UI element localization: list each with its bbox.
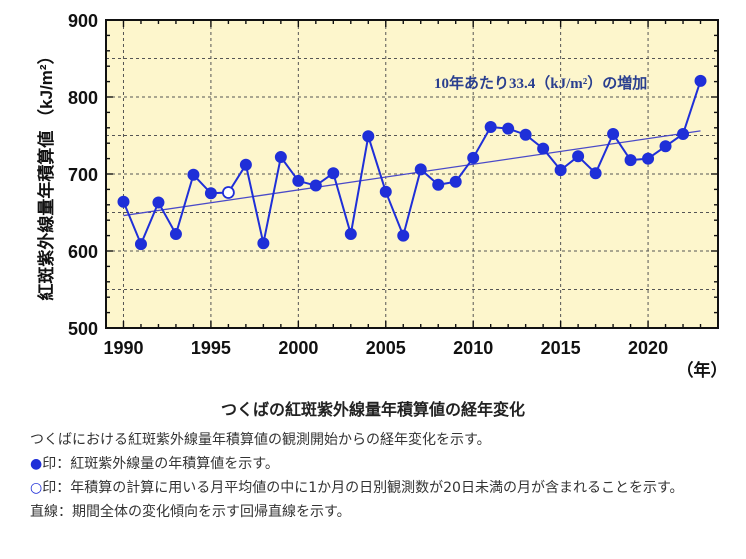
- data-point: [169, 228, 182, 241]
- data-point: [134, 238, 147, 251]
- data-point: [502, 122, 515, 135]
- data-point: [449, 175, 462, 188]
- data-point: [309, 179, 322, 192]
- data-point: [204, 187, 217, 200]
- x-tick-label: 2020: [628, 338, 668, 358]
- trend-line: [123, 130, 701, 217]
- y-tick-label: 900: [68, 11, 98, 31]
- data-point: [379, 185, 392, 198]
- data-point: [432, 178, 445, 191]
- x-tick-label: 2000: [278, 338, 318, 358]
- note-line-3-text: 印：年積算の計算に用いる月平均値の中に1か月の日別観測数が20日未満の月が含まれ…: [42, 480, 684, 496]
- data-point: [572, 150, 585, 163]
- data-point: [362, 130, 375, 143]
- x-tick-label: 2015: [541, 338, 581, 358]
- markers: [117, 74, 707, 251]
- note-line-3: ○印：年積算の計算に用いる月平均値の中に1か月の日別観測数が20日未満の月が含ま…: [30, 476, 742, 500]
- filled-marker-symbol: ●: [30, 456, 43, 472]
- grid: [106, 20, 718, 328]
- data-point: [519, 128, 532, 141]
- chart: 1990 1995 2000 2005 2010 2015 2020 500 600 700 800…: [36, 11, 728, 380]
- data-point: [694, 74, 707, 87]
- y-axis-label: 紅斑紫外線量年積算値 （kJ/m²）: [36, 47, 56, 300]
- data-point: [659, 140, 672, 153]
- data-point: [257, 237, 270, 250]
- data-point: [292, 174, 305, 187]
- data-point: [327, 167, 340, 180]
- x-tick-label: 2010: [453, 338, 493, 358]
- series-line: [122, 80, 702, 247]
- data-point: [484, 121, 497, 134]
- data-point: [607, 127, 620, 140]
- data-point: [537, 142, 550, 155]
- data-point: [239, 158, 252, 171]
- data-point: [344, 228, 357, 241]
- data-point: [677, 127, 690, 140]
- open-marker-symbol: ○: [30, 480, 43, 496]
- data-point: [274, 151, 287, 164]
- x-tick-label: 1995: [191, 338, 231, 358]
- data-point: [397, 229, 410, 242]
- y-tick-label: 700: [68, 165, 98, 185]
- y-tick-label: 800: [68, 88, 98, 108]
- data-point: [642, 152, 655, 165]
- data-point: [554, 164, 567, 177]
- trend-annotation: 10年あたり33.4（kJ/m²）の増加: [434, 74, 647, 92]
- data-point: [624, 154, 637, 167]
- axes: 1990 1995 2000 2005 2010 2015 2020 500 600 700 800…: [68, 11, 718, 358]
- x-axis-unit: （年）: [677, 360, 728, 380]
- figure-notes: つくばにおける紅斑紫外線量年積算値の観測開始からの経年変化を示す。 ●印：紅斑紫…: [30, 428, 742, 524]
- figure-title: つくばの紅斑紫外線量年積算値の経年変化: [220, 400, 525, 419]
- x-tick-label: 1990: [103, 338, 143, 358]
- data-point: [589, 167, 602, 180]
- note-line-2-text: 印：紅斑紫外線量の年積算値を示す。: [42, 456, 279, 472]
- data-point: [117, 195, 130, 208]
- data-point-open: [221, 186, 235, 199]
- y-tick-label: 500: [68, 319, 98, 339]
- data-point: [467, 151, 480, 164]
- note-line-2: ●印：紅斑紫外線量の年積算値を示す。: [30, 452, 742, 476]
- y-tick-label: 600: [68, 242, 98, 262]
- data-point: [414, 163, 427, 176]
- plot-frame: [105, 19, 719, 329]
- data-point: [187, 168, 200, 181]
- note-line-1: つくばにおける紅斑紫外線量年積算値の観測開始からの経年変化を示す。: [30, 432, 491, 448]
- data-point: [152, 196, 165, 209]
- note-line-4: 直線：期間全体の変化傾向を示す回帰直線を示す。: [30, 504, 351, 520]
- x-tick-label: 2005: [366, 338, 406, 358]
